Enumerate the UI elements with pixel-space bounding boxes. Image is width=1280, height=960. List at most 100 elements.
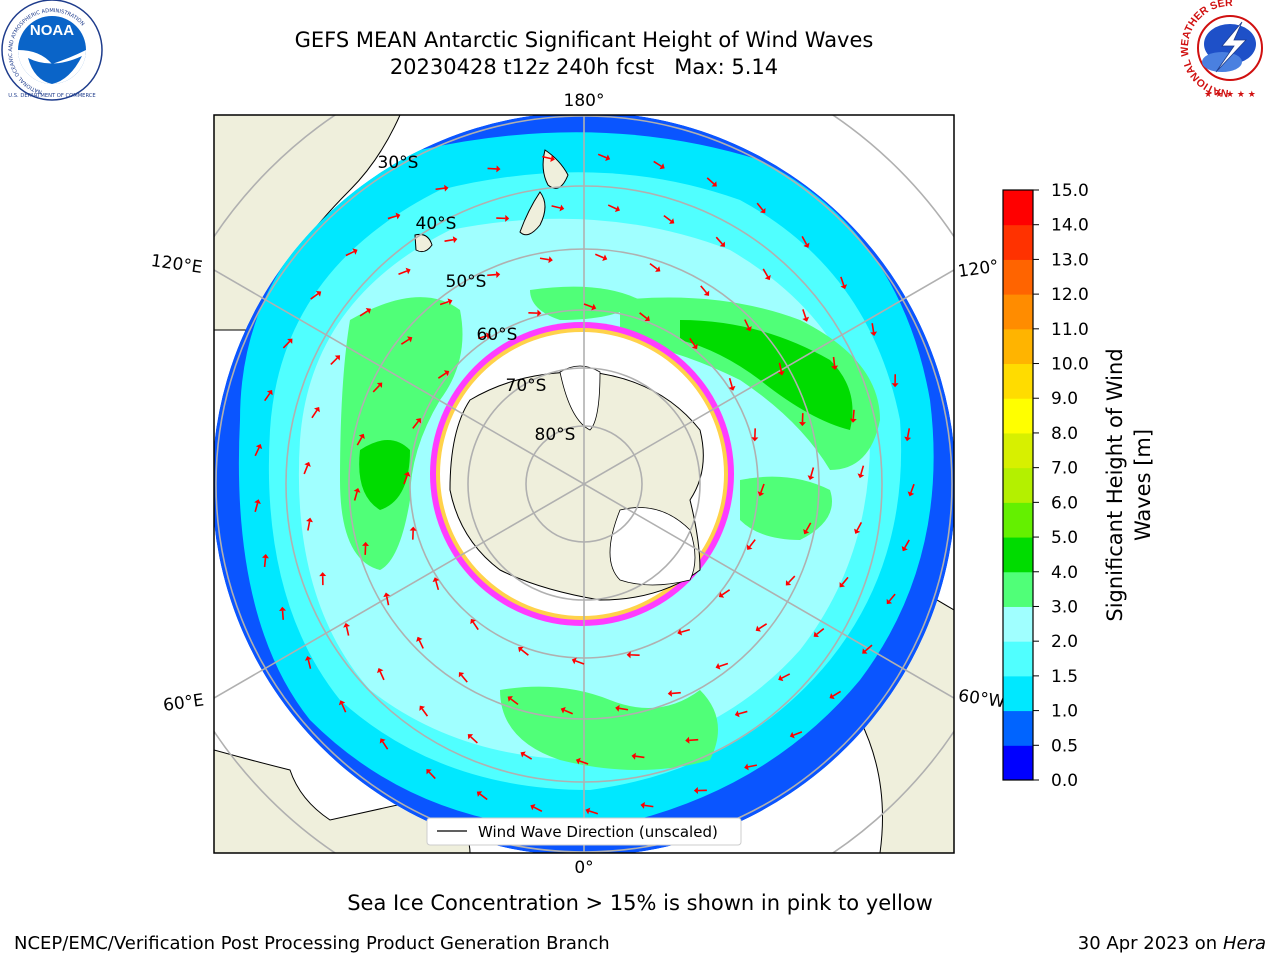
wave-direction-arrowhead: [803, 528, 810, 535]
wave-direction-arrowhead: [352, 248, 358, 255]
svg-text:Waves [m]: Waves [m]: [1131, 429, 1155, 541]
wave-direction-arrowhead: [416, 636, 423, 642]
colorbar-segment: [1003, 328, 1033, 365]
noaa-logo: NOAA NATIONAL OCEANIC AND ATMOSPHERIC AD…: [1, 0, 103, 101]
map-area: 30°S 40°S 50°S 60°S 70°S 80°S Wind Wave …: [214, 115, 954, 853]
wave-direction-arrow: [864, 644, 873, 652]
colorbar-tick-label: 7.0: [1051, 459, 1078, 479]
wave-direction-arrow: [744, 319, 750, 329]
wave-direction-arrowhead: [631, 752, 636, 760]
wave-direction-arrowhead: [904, 436, 912, 442]
colorbar: 0.0 0.5 1.0 1.5 2.0 3.0 4.0 5.0 6.0 7.0 8.0 9.0 10.0…: [1002, 181, 1089, 791]
lat-label-30s: 30°S: [378, 153, 419, 173]
wave-direction-arrowhead: [485, 332, 491, 340]
wave-direction-arrow: [904, 539, 910, 549]
wave-direction-arrow: [379, 671, 385, 681]
host-name: Hera: [1222, 933, 1266, 954]
colorbar-tick-label: 6.0: [1051, 493, 1078, 513]
wave-direction-arrowhead: [685, 736, 690, 744]
wave-direction-arrowhead: [715, 663, 721, 670]
wave-direction-arrowhead: [849, 418, 857, 423]
wave-direction-arrow: [871, 323, 875, 333]
colorbar-segment: [1003, 606, 1033, 642]
nws-logo-ring-text: NATIONAL WEATHER SERVICE: [0, 0, 1233, 99]
colorbar-segment: [1003, 710, 1033, 746]
wave-direction-arrow: [856, 521, 863, 531]
wave-direction-arrow: [671, 691, 681, 695]
colorbar-tick-label: 1.0: [1051, 702, 1078, 722]
wave-direction-arrow: [738, 710, 748, 715]
wave-direction-arrow: [700, 285, 708, 294]
wave-direction-arrowhead: [444, 184, 449, 192]
wave-direction-arrowhead: [831, 365, 839, 370]
colorbar-tick-label: 15.0: [1051, 181, 1089, 201]
wave-direction-arrow: [418, 639, 424, 649]
wave-direction-arrow: [307, 659, 312, 669]
colorbar-tick-label: 1.5: [1051, 667, 1078, 687]
wave-direction-arrowhead: [829, 693, 835, 700]
wave-direction-arrow: [403, 475, 408, 485]
wave-direction-arrowhead: [803, 242, 810, 248]
colorbar-segment: [1003, 641, 1033, 677]
wave-direction-arrowhead: [789, 731, 795, 739]
wave-direction-arrowhead: [343, 622, 351, 628]
colorbar-tick-label: 3.0: [1051, 597, 1078, 617]
wave-direction-arrow: [762, 268, 769, 278]
wave-direction-arrow: [264, 392, 271, 402]
wave-direction-arrow: [460, 674, 468, 683]
wave-direction-arrow: [589, 810, 599, 815]
wave-direction-arrow: [444, 238, 454, 242]
wave-direction-arrow: [381, 741, 389, 750]
colorbar-label: Significant Height of Wind Waves [m]: [1103, 348, 1155, 621]
wave-direction-arrowhead: [266, 389, 273, 396]
wave-direction-arrowhead: [839, 582, 845, 588]
wave-direction-arrowhead: [409, 526, 417, 531]
wave-direction-arrowhead: [886, 598, 893, 605]
wave-direction-arrow: [307, 521, 311, 531]
wave-direction-arrowhead: [432, 577, 440, 583]
wave-direction-arrowhead: [358, 433, 365, 440]
colorbar-segment: [1003, 259, 1033, 295]
wave-direction-arrow: [749, 539, 756, 548]
wave-direction-arrowhead: [655, 266, 661, 272]
wave-direction-arrowhead: [746, 544, 753, 550]
wave-direction-arrowhead: [798, 421, 806, 427]
chart-title: GEFS MEAN Antarctic Significant Height o…: [294, 28, 874, 52]
colorbar-tick-label: 5.0: [1051, 528, 1078, 548]
colorbar-segment: [1003, 467, 1033, 503]
colorbar-segment: [1003, 675, 1033, 712]
wave-direction-arrow: [816, 627, 825, 635]
wave-direction-arrow: [539, 257, 550, 261]
wave-direction-arrowhead: [255, 444, 263, 450]
wave-direction-arrow: [263, 557, 267, 568]
wave-direction-arrowhead: [405, 267, 411, 275]
wave-direction-arrow: [639, 312, 648, 319]
wave-direction-arrow: [852, 409, 855, 419]
wave-direction-arrow: [520, 649, 529, 656]
wave-direction-arrowhead: [261, 554, 269, 559]
wave-direction-arrowhead: [760, 207, 766, 214]
wave-direction-arrow: [439, 300, 449, 306]
wave-direction-arrowhead: [419, 705, 425, 711]
wave-direction-arrowhead: [314, 406, 320, 413]
wave-direction-arrowhead: [669, 218, 675, 224]
wave-direction-arrowhead: [319, 572, 327, 577]
wave-direction-arrowhead: [870, 331, 878, 337]
wave-direction-arrowhead: [443, 370, 450, 377]
wave-direction-arrowhead: [376, 382, 383, 388]
wave-direction-arrowhead: [560, 706, 566, 714]
wave-direction-arrowhead: [605, 154, 611, 161]
wave-direction-arrowhead: [744, 763, 749, 771]
wave-direction-arrow: [575, 660, 585, 665]
wave-direction-arrow: [435, 580, 440, 591]
wave-direction-arrow: [860, 465, 865, 475]
wave-direction-arrow: [437, 372, 447, 379]
wave-direction-arrowhead: [334, 355, 341, 361]
wave-direction-arrow: [564, 709, 574, 715]
wave-direction-arrow: [356, 436, 363, 446]
wave-direction-arrowhead: [520, 751, 526, 758]
wave-direction-arrowhead: [452, 236, 458, 244]
colorbar-tick-label: 2.0: [1051, 632, 1078, 652]
svg-text:Significant Height of Wind: Significant Height of Wind: [1103, 348, 1127, 621]
